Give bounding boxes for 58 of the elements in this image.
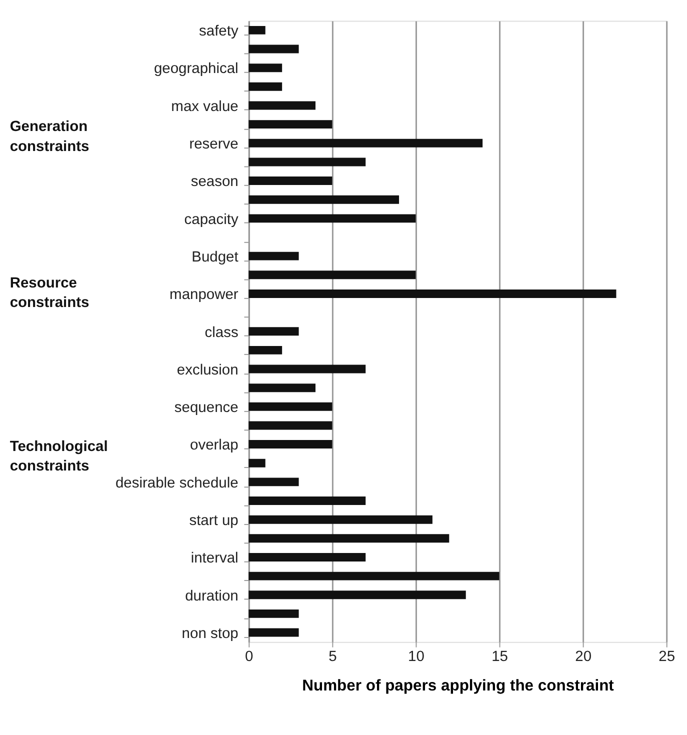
bar bbox=[248, 534, 450, 543]
bar bbox=[248, 158, 366, 166]
y-tick-label: max value bbox=[171, 98, 238, 115]
y-tick-label: non stop bbox=[182, 626, 238, 642]
bar bbox=[248, 289, 616, 298]
x-tick-label: 10 bbox=[408, 649, 424, 666]
y-tick-label: Budget bbox=[192, 249, 238, 266]
y-tick-label: safety bbox=[199, 24, 239, 40]
text: Resource constraints bbox=[10, 275, 90, 311]
bar bbox=[248, 26, 266, 34]
bar bbox=[248, 346, 282, 354]
bar bbox=[248, 628, 299, 637]
bar bbox=[248, 384, 316, 392]
bar bbox=[248, 402, 332, 411]
x-tick-label: 5 bbox=[328, 649, 337, 666]
y-tick-label: sequence bbox=[174, 400, 238, 416]
bar bbox=[248, 440, 332, 449]
x-axis-title: Number of papers applying the constraint bbox=[302, 678, 615, 695]
bar bbox=[248, 252, 299, 260]
text: Technological constraints bbox=[10, 439, 108, 475]
bar bbox=[248, 515, 432, 524]
bar bbox=[248, 176, 332, 186]
bar bbox=[248, 553, 366, 562]
y-tick-label: interval bbox=[190, 550, 238, 567]
y-tick-label: season bbox=[190, 174, 238, 190]
bar bbox=[248, 270, 416, 280]
y-tick-label: exclusion bbox=[176, 362, 238, 378]
y-tick-label: capacity bbox=[184, 212, 239, 228]
bar bbox=[248, 82, 282, 91]
bar bbox=[248, 101, 316, 110]
bar bbox=[248, 496, 366, 505]
y-tick-label: desirable schedule bbox=[115, 475, 238, 492]
x-tick-label: 0 bbox=[245, 649, 254, 666]
bar bbox=[248, 64, 282, 72]
x-tick-label: 20 bbox=[575, 649, 592, 666]
y-tick-label: start up bbox=[189, 512, 238, 529]
y-tick-label: class bbox=[204, 324, 238, 341]
bar bbox=[248, 478, 299, 486]
bar bbox=[248, 421, 332, 430]
y-tick-label: reserve bbox=[189, 136, 238, 153]
bar bbox=[248, 138, 483, 148]
x-tick-label: 15 bbox=[492, 649, 508, 666]
bar bbox=[248, 590, 466, 600]
bar bbox=[248, 195, 400, 204]
y-tick-label: duration bbox=[185, 588, 238, 604]
y-tick-label: manpower bbox=[170, 287, 238, 304]
x-tick-label: 25 bbox=[658, 649, 676, 666]
bar bbox=[248, 364, 366, 374]
bar bbox=[248, 120, 332, 129]
y-tick-label: geographical bbox=[154, 61, 238, 78]
bar bbox=[248, 458, 266, 468]
bar bbox=[248, 572, 500, 580]
bar bbox=[248, 44, 299, 54]
bar bbox=[248, 214, 416, 223]
bar bbox=[248, 327, 299, 336]
text: Generation constraints bbox=[10, 119, 90, 155]
bar bbox=[248, 609, 299, 618]
y-tick-label: overlap bbox=[190, 438, 238, 454]
